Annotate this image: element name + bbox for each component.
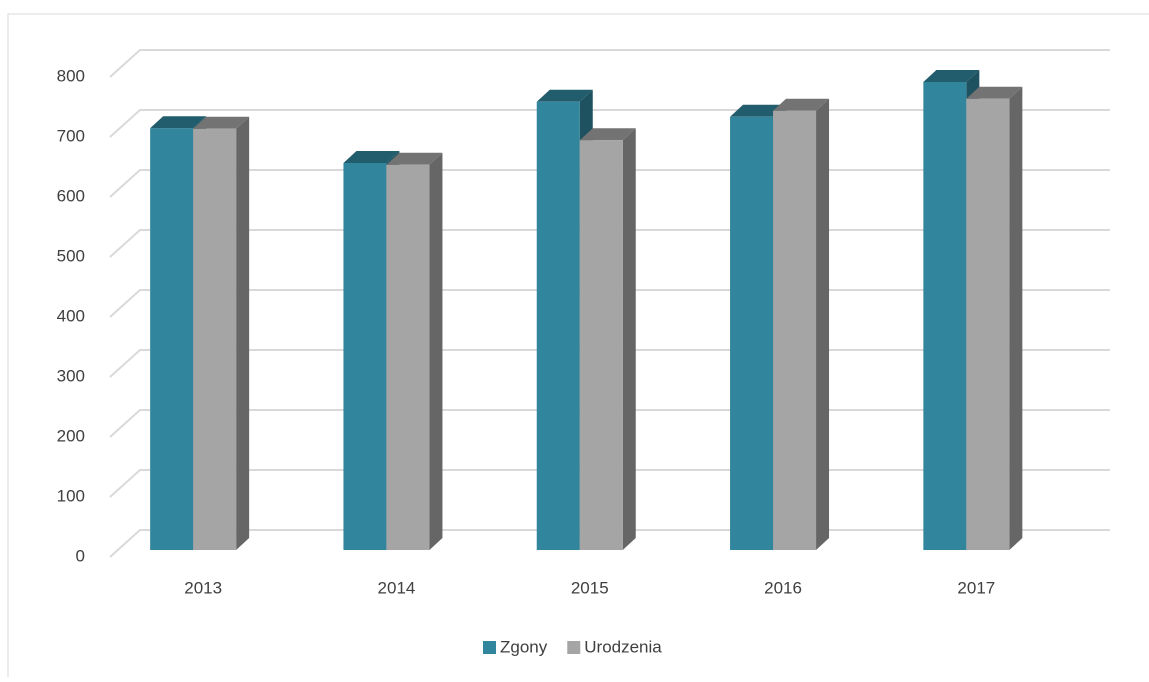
bar [343,163,387,550]
y-tick-label: 400 [57,306,85,325]
bar [536,101,580,551]
bar-top [343,151,400,163]
bar-side [622,128,636,550]
bar [386,164,430,551]
bar-top [579,128,636,141]
bar-side [1009,86,1023,551]
bar [150,128,194,550]
bar [773,110,817,551]
x-tick-label: 2016 [764,578,802,597]
legend-swatch [567,641,581,654]
bar-top [386,152,443,165]
bar-side [429,152,443,551]
bar [923,82,967,550]
y-tick-label: 300 [57,366,85,385]
bar-top [536,89,593,102]
bar [193,128,237,551]
bar [579,140,623,550]
bar-top [150,116,207,129]
y-tick-label: 800 [57,66,85,85]
bar-top [773,98,830,111]
y-tick-label: 200 [57,426,85,445]
bar-side [816,98,830,551]
bar [966,98,1010,551]
legend-label: Urodzenia [584,637,662,656]
bar [730,116,774,551]
y-tick-label: 0 [76,546,85,565]
bar-top [966,86,1023,99]
x-tick-label: 2017 [957,578,995,597]
x-tick-label: 2013 [184,578,222,597]
x-tick-label: 2014 [378,578,416,597]
y-tick-label: 700 [57,126,85,145]
legend-swatch [483,641,496,654]
y-tick-label: 500 [57,246,85,265]
bar-top [730,104,787,117]
grid-line [109,49,1110,78]
y-tick-label: 600 [57,186,85,205]
bar-side [236,116,250,551]
chart-frame [7,13,1149,677]
bar-top [923,70,980,82]
bar-top [193,116,250,129]
x-tick-label: 2015 [571,578,609,597]
legend-label: Zgony [500,637,548,656]
y-tick-label: 100 [57,486,85,505]
